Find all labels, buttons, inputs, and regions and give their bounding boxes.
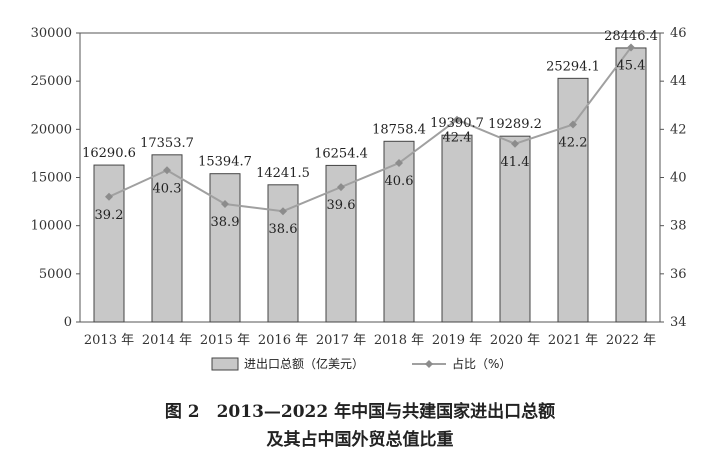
ratio-value-label: 40.6 <box>385 174 414 189</box>
ratio-line-path <box>108 46 632 213</box>
value-labels: 16290.6 17353.7 15394.7 14241.5 16254.4 18758… <box>82 29 658 237</box>
x-tick-label: 2020 年 <box>490 333 540 348</box>
left-tick-label: 5000 <box>39 267 72 282</box>
ratio-point <box>395 159 403 168</box>
x-tick-label: 2021 年 <box>548 333 598 348</box>
right-tick-label: 42 <box>670 122 687 137</box>
ratio-value-label: 39.6 <box>327 198 356 213</box>
ratio-value-label: 42.4 <box>443 131 472 146</box>
bar <box>499 135 531 323</box>
bar <box>151 154 183 323</box>
right-tick-label: 38 <box>670 219 687 234</box>
bar <box>441 134 473 323</box>
ratio-point <box>279 207 287 216</box>
ratio-value-label: 38.9 <box>211 215 240 230</box>
x-tick-label: 2017 年 <box>316 333 366 348</box>
left-tick-label: 25000 <box>31 74 72 89</box>
left-tick-label: 20000 <box>31 122 72 137</box>
left-tick-label: 30000 <box>31 26 72 41</box>
bar <box>209 173 241 323</box>
right-tick-label: 34 <box>670 315 687 330</box>
ratio-point <box>221 199 229 208</box>
ratio-value-label: 38.6 <box>269 222 298 237</box>
ratio-point <box>511 139 519 148</box>
bar <box>615 47 647 323</box>
ratio-point <box>337 183 345 192</box>
bar <box>267 184 299 323</box>
legend-bar-label: 进出口总额（亿美元） <box>244 356 364 371</box>
ratio-line <box>105 43 635 216</box>
bar-value-label: 28446.4 <box>604 29 658 44</box>
x-tick-label: 2016 年 <box>258 333 308 348</box>
bar-value-label: 18758.4 <box>372 122 426 137</box>
right-tick-label: 40 <box>670 171 687 186</box>
x-tick-label: 2018 年 <box>374 333 424 348</box>
bar-value-label: 14241.5 <box>256 166 310 181</box>
bar-value-label: 19390.7 <box>430 116 484 131</box>
legend-bar-swatch <box>211 357 239 371</box>
ratio-point <box>105 192 113 201</box>
legend: 进出口总额（亿美元） 占比（%） <box>211 356 511 371</box>
legend-line-label: 占比（%） <box>452 356 511 371</box>
right-tick-label: 44 <box>670 74 687 89</box>
chart: 0 5000 10000 15000 20000 25000 30000 34 36 38 40 42… <box>31 26 687 371</box>
bar <box>93 164 125 323</box>
x-tick-label: 2013 年 <box>84 333 134 348</box>
legend-line-marker <box>425 360 433 368</box>
ratio-point <box>627 43 635 52</box>
left-tick-label: 10000 <box>31 219 72 234</box>
x-tick-label: 2015 年 <box>200 333 250 348</box>
ratio-point <box>453 115 461 124</box>
ratio-value-label: 39.2 <box>95 208 124 223</box>
bar-value-label: 15394.7 <box>198 155 252 170</box>
ratio-point <box>569 120 577 129</box>
bar-value-label: 17353.7 <box>140 136 194 151</box>
chart-axes: 0 5000 10000 15000 20000 25000 30000 34 36 38 40 42… <box>31 26 687 348</box>
bar <box>557 77 589 323</box>
figure-caption-line-1: 图 2 2013—2022 年中国与共建国家进出口总额 <box>164 402 556 422</box>
bar-value-label: 16290.6 <box>82 146 136 161</box>
right-tick-label: 46 <box>670 26 687 41</box>
ratio-value-label: 41.4 <box>501 155 530 170</box>
bar-value-label: 25294.1 <box>546 59 600 74</box>
bar-value-label: 16254.4 <box>314 146 368 161</box>
x-tick-label: 2022 年 <box>606 333 656 348</box>
ratio-value-label: 40.3 <box>153 181 182 196</box>
x-tick-label: 2019 年 <box>432 333 482 348</box>
left-tick-label: 15000 <box>31 171 72 186</box>
x-tick-label: 2014 年 <box>142 333 192 348</box>
bar-value-label: 19289.2 <box>488 117 542 132</box>
left-tick-label: 0 <box>64 315 72 330</box>
right-tick-label: 36 <box>670 267 687 282</box>
figure-caption-line-2: 及其占中国外贸总值比重 <box>266 430 454 450</box>
ratio-point <box>163 166 171 175</box>
bar <box>383 140 415 323</box>
ratio-value-label: 45.4 <box>617 58 646 73</box>
ratio-value-label: 42.2 <box>559 136 588 151</box>
